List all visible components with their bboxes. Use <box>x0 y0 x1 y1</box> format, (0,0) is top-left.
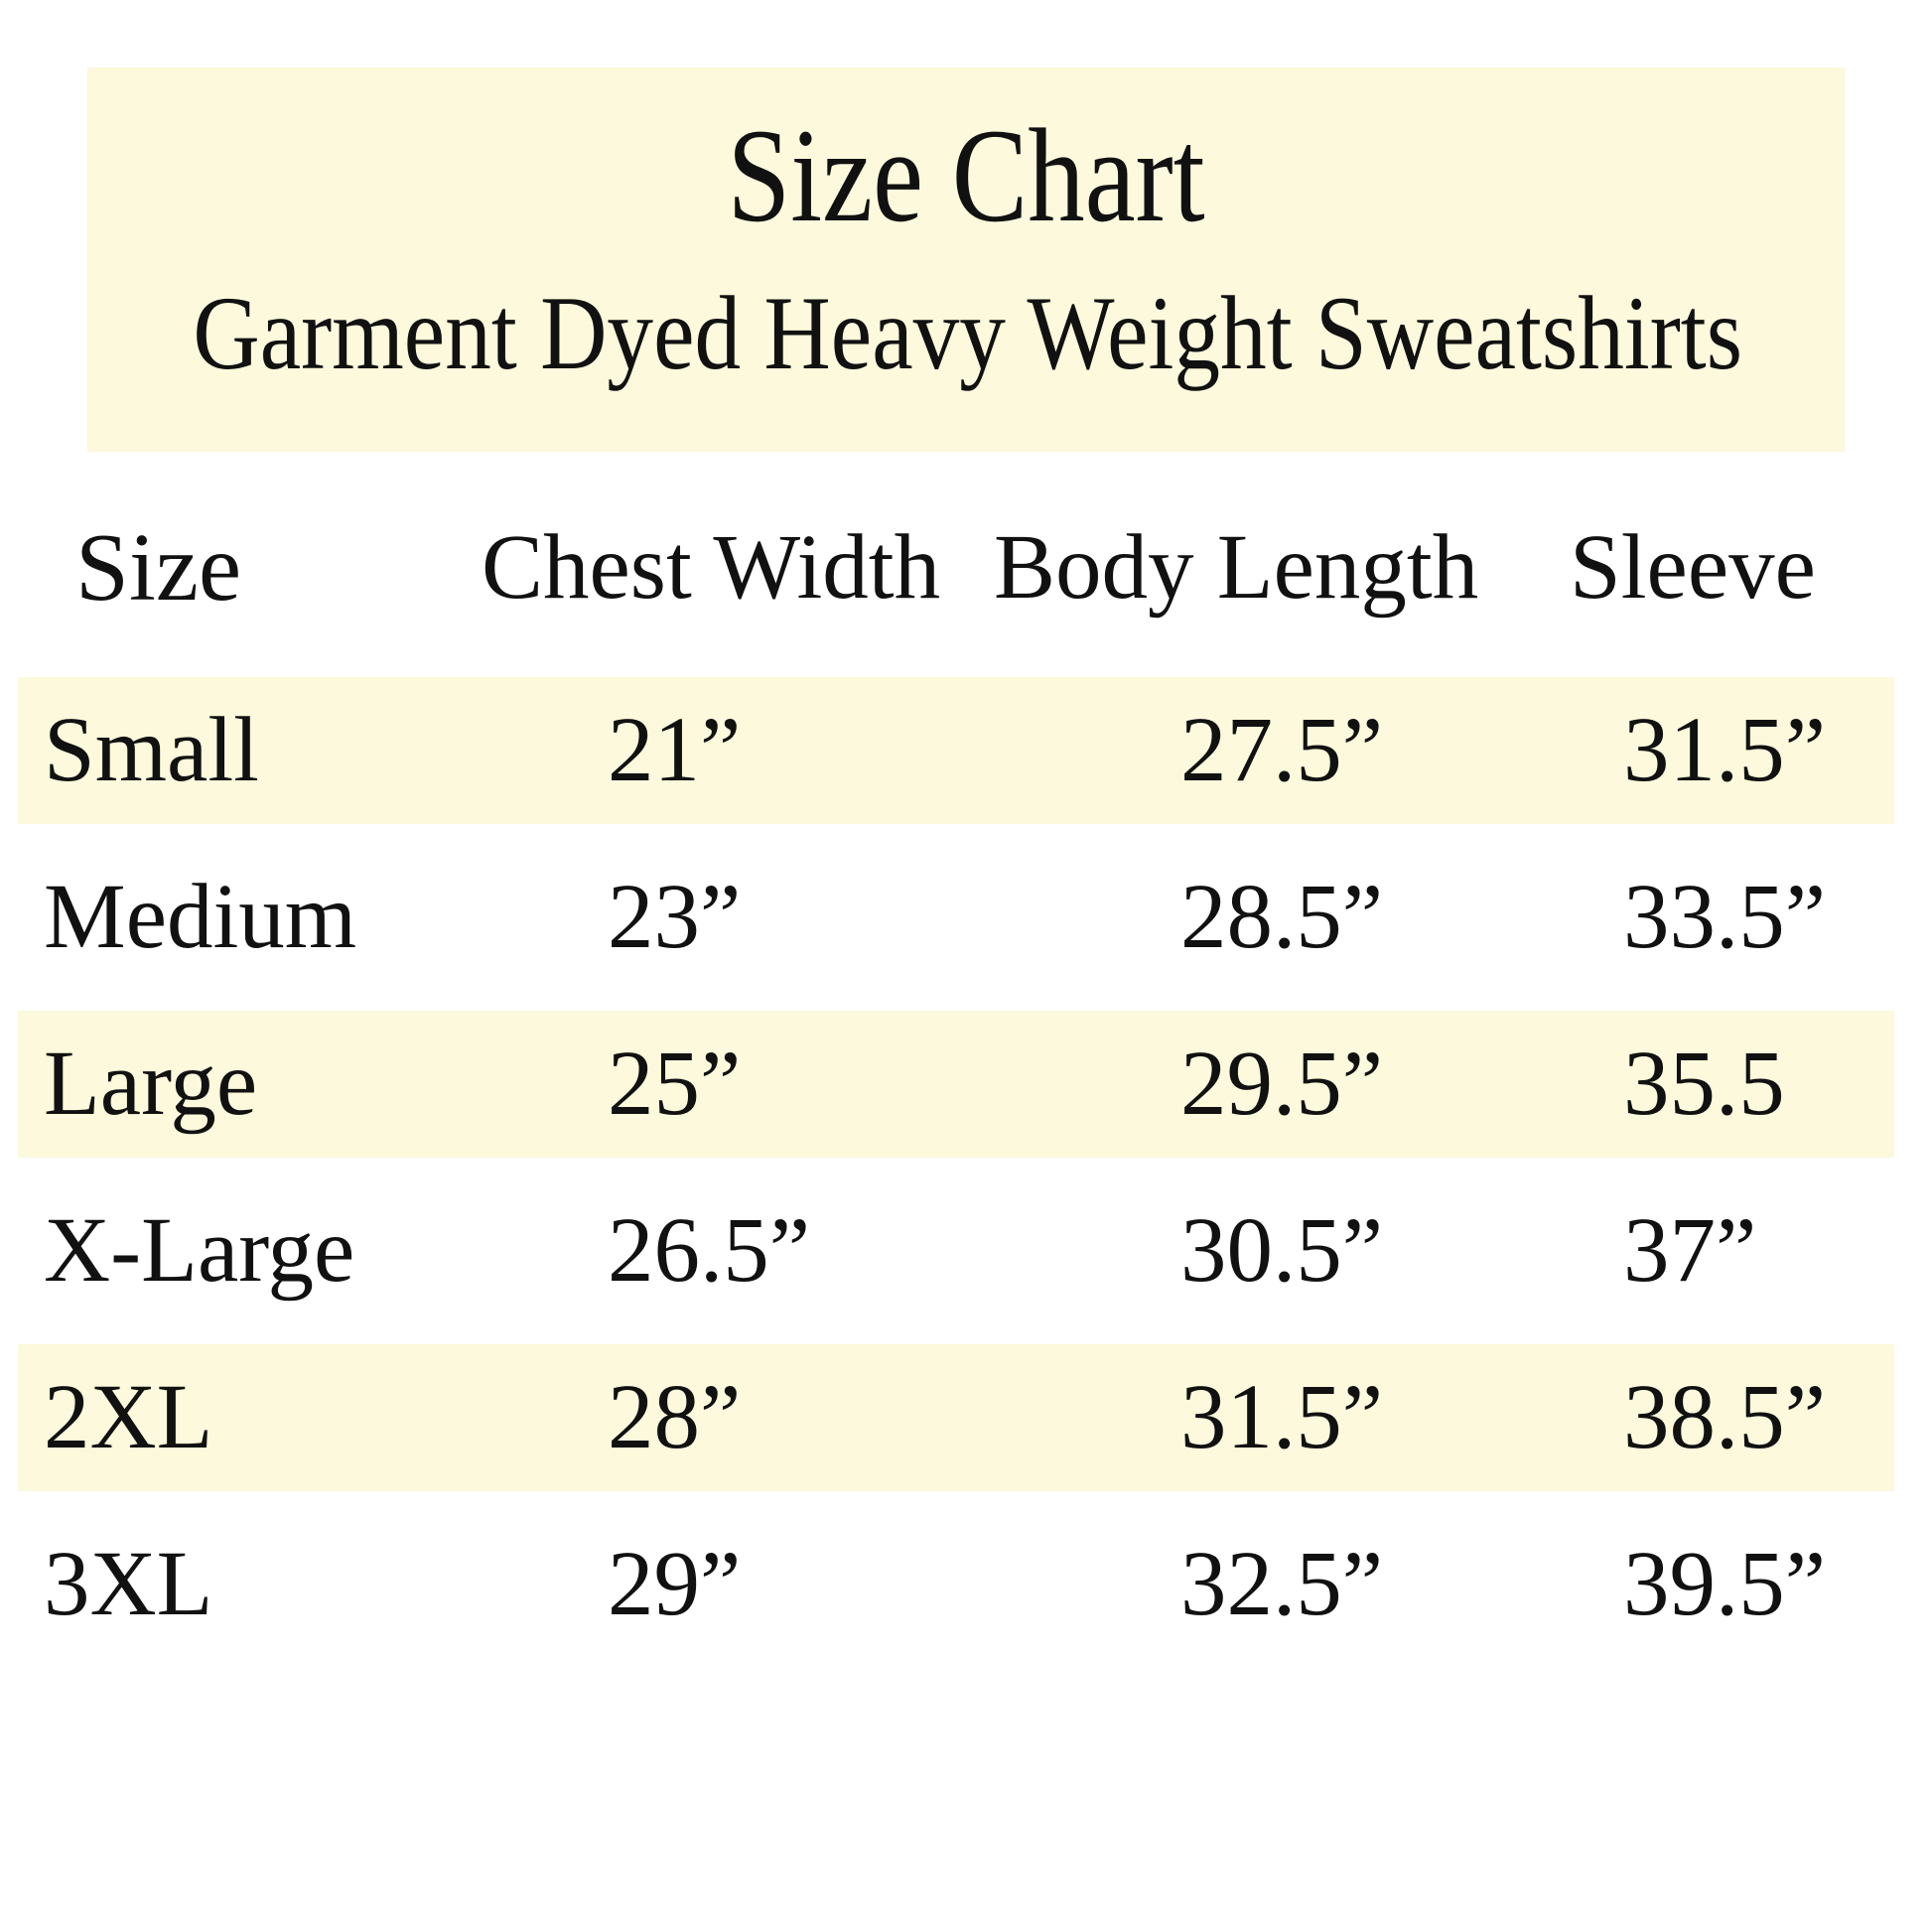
table-row-small: Small 21” 27.5” 31.5” <box>0 667 1932 834</box>
chest-width-cell: 28” <box>608 1366 742 1468</box>
chest-width-cell: 21” <box>608 699 742 801</box>
chart-header: Size Chart Garment Dyed Heavy Weight Swe… <box>87 68 1845 452</box>
chest-width-cell: 26.5” <box>608 1199 811 1302</box>
column-header-size: Size <box>75 514 242 621</box>
page-subtitle-text: Garment Dyed Heavy Weight Sweatshirts <box>193 275 1743 391</box>
size-cell: Small <box>44 699 260 801</box>
sleeve-cell: 33.5” <box>1623 866 1827 968</box>
column-header-chest-width: Chest Width <box>482 516 941 619</box>
size-cell: 3XL <box>44 1533 213 1635</box>
chest-width-cell: 29” <box>608 1533 742 1635</box>
body-length-cell: 28.5” <box>1180 866 1384 968</box>
page-title: Size Chart <box>87 109 1845 243</box>
sleeve-cell: 31.5” <box>1623 699 1827 801</box>
sleeve-cell: 39.5” <box>1623 1533 1827 1635</box>
size-cell: 2XL <box>44 1366 213 1468</box>
column-header-sleeve: Sleeve <box>1570 516 1816 619</box>
table-header-row: Size Chest Width Body Length Sleeve <box>0 484 1932 651</box>
table-row-x-large: X-Large 26.5” 30.5” 37” <box>0 1168 1932 1334</box>
body-length-cell: 30.5” <box>1180 1199 1384 1302</box>
page-title-text: Size Chart <box>727 102 1205 250</box>
column-header-body-length: Body Length <box>994 516 1479 619</box>
chest-width-cell: 23” <box>608 866 742 968</box>
body-length-cell: 27.5” <box>1180 699 1384 801</box>
sleeve-cell: 37” <box>1623 1199 1757 1302</box>
table-row-medium: Medium 23” 28.5” 33.5” <box>0 834 1932 1001</box>
sleeve-cell: 35.5 <box>1623 1033 1785 1135</box>
table-row-3xl: 3XL 29” 32.5” 39.5” <box>0 1501 1932 1668</box>
size-cell: Large <box>44 1033 258 1135</box>
table-row-2xl: 2XL 28” 31.5” 38.5” <box>0 1334 1932 1501</box>
chest-width-cell: 25” <box>608 1033 742 1135</box>
size-cell: Medium <box>44 866 357 968</box>
table-row-large: Large 25” 29.5” 35.5 <box>0 1001 1932 1168</box>
size-cell: X-Large <box>44 1199 355 1302</box>
body-length-cell: 31.5” <box>1180 1366 1384 1468</box>
page-subtitle: Garment Dyed Heavy Weight Sweatshirts <box>87 281 1845 386</box>
sleeve-cell: 38.5” <box>1623 1366 1827 1468</box>
body-length-cell: 32.5” <box>1180 1533 1384 1635</box>
body-length-cell: 29.5” <box>1180 1033 1384 1135</box>
